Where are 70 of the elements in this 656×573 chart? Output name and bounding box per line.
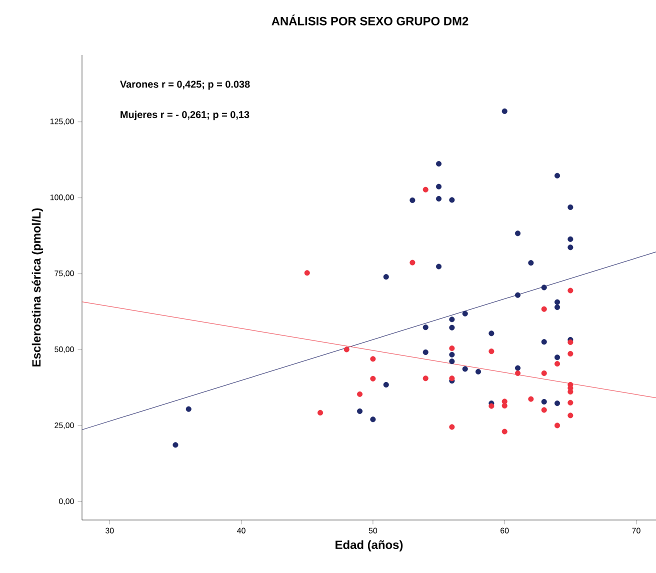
- point: [449, 358, 455, 364]
- point: [172, 442, 178, 448]
- point: [568, 204, 574, 210]
- point: [554, 299, 560, 305]
- point: [436, 196, 442, 202]
- point: [488, 348, 494, 354]
- point: [554, 354, 560, 360]
- point: [422, 376, 428, 382]
- point: [356, 391, 363, 397]
- point: [318, 410, 324, 416]
- point: [514, 230, 521, 236]
- point: [449, 197, 455, 203]
- annotation: Mujeres r = - 0,261; p = 0,13: [120, 110, 250, 120]
- point: [502, 428, 508, 434]
- point: [449, 424, 455, 430]
- point: [554, 422, 560, 428]
- point: [541, 398, 547, 405]
- point: [568, 236, 574, 242]
- point: [422, 186, 428, 192]
- point: [568, 339, 574, 345]
- point: [462, 310, 468, 316]
- point: [568, 350, 574, 357]
- point: [449, 345, 455, 352]
- point: [186, 406, 192, 412]
- point: [449, 376, 455, 382]
- y-axis-title: Esclerostina sérica (pmol/L): [32, 208, 44, 366]
- point: [422, 324, 428, 330]
- point: [383, 382, 389, 388]
- chart-title: ANÁLISIS POR SEXO GRUPO DM2: [272, 14, 468, 26]
- point: [541, 306, 547, 312]
- point: [410, 260, 416, 266]
- point: [554, 400, 560, 406]
- point: [568, 288, 574, 294]
- point: [541, 339, 547, 345]
- point: [514, 292, 521, 298]
- point: [514, 365, 521, 371]
- point: [370, 416, 376, 422]
- point: [410, 197, 416, 204]
- point: [436, 184, 442, 190]
- point: [370, 376, 376, 382]
- point: [554, 172, 560, 178]
- point: [568, 244, 574, 250]
- point: [449, 316, 455, 322]
- point: [554, 304, 560, 310]
- x-axis-title: Edad (años): [336, 540, 403, 552]
- point: [422, 349, 428, 356]
- point: [449, 352, 455, 358]
- point: [436, 161, 442, 167]
- point: [475, 368, 482, 374]
- point: [541, 284, 547, 290]
- point: [449, 324, 455, 330]
- point: [528, 396, 534, 402]
- point: [541, 370, 547, 376]
- point: [356, 408, 363, 414]
- point: [568, 412, 574, 418]
- point: [514, 370, 521, 376]
- point: [488, 330, 494, 336]
- point: [502, 108, 508, 114]
- point: [528, 260, 534, 266]
- point: [304, 270, 310, 276]
- point: [383, 274, 389, 280]
- point: [436, 264, 442, 270]
- point: [344, 346, 350, 352]
- point: [554, 360, 560, 367]
- point: [488, 403, 494, 409]
- point: [370, 356, 376, 362]
- point: [541, 407, 547, 413]
- point: [568, 400, 574, 406]
- annotation: Varones r = 0,425; p = 0.038: [120, 80, 250, 90]
- point: [462, 366, 468, 372]
